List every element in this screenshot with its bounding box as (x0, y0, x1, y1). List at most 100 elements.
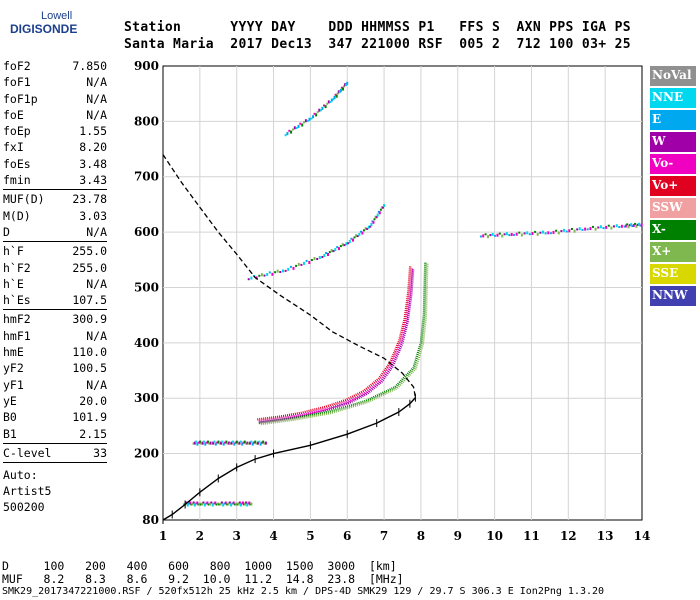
param-value: 7.850 (72, 59, 107, 73)
echo-dot (635, 224, 638, 228)
echo-dot (196, 501, 199, 505)
param-value: 20.0 (79, 393, 107, 408)
echo-dot (192, 442, 195, 445)
param-label: foE (3, 107, 24, 122)
echo-dot (292, 266, 295, 270)
echo-dot (513, 233, 515, 236)
echo-dot (498, 232, 501, 235)
echo-dot (373, 218, 376, 221)
echo-dot (195, 440, 198, 443)
param-row: h`E N/A (3, 276, 107, 292)
x-tick-label: 1 (159, 529, 167, 543)
echo-dot (197, 441, 200, 444)
auto-line: Artist5 (3, 484, 52, 499)
echo-dot (628, 224, 631, 227)
autoscaling-info: Auto: Artist5 500200 (3, 467, 107, 515)
echo-dot (510, 233, 513, 236)
echo-dot (217, 440, 220, 444)
echo-dot (254, 440, 257, 444)
echo-dot (380, 206, 383, 210)
legend-item: NNW (650, 286, 696, 306)
param-value: N/A (86, 91, 107, 106)
x-tick-label: 9 (454, 529, 462, 543)
echo-dot (224, 441, 227, 444)
auto-line: Auto: (3, 468, 38, 483)
echo-dot (552, 230, 555, 234)
echo-dot (539, 231, 542, 234)
echo-dot (235, 440, 238, 444)
echo-dot (235, 502, 238, 506)
legend-item: NNE (650, 88, 696, 108)
profile-extrapolation (162, 154, 417, 398)
param-value: N/A (86, 276, 107, 291)
echo-dot (295, 127, 298, 130)
echo-dot (568, 229, 571, 233)
echo-dot (209, 502, 212, 506)
echo-dot (299, 122, 302, 125)
echo-dot (239, 440, 242, 443)
param-label: foEs (3, 156, 31, 171)
echo-dot (226, 503, 229, 506)
echo-dot (594, 227, 597, 231)
param-label: foEp (3, 124, 31, 139)
param-label: foF1p (3, 91, 38, 106)
echo-dot (205, 441, 208, 444)
echo-trace (258, 262, 427, 425)
echo-dot (279, 271, 282, 273)
echo-dot (334, 93, 337, 96)
y-tick-label: 800 (134, 114, 159, 128)
echo-dot (230, 503, 233, 507)
param-value: N/A (86, 328, 107, 343)
echo-dot (253, 441, 255, 444)
echo-dot (288, 129, 291, 132)
echo-dot (339, 88, 342, 92)
echo-dot (544, 232, 547, 235)
legend-item: Vo+ (650, 176, 696, 196)
echo-dot (636, 223, 639, 226)
echo-dot (631, 225, 634, 228)
param-row: D N/A (3, 224, 107, 240)
echo-dot (526, 231, 529, 235)
echo-dot (228, 501, 231, 504)
echo-dot (257, 441, 259, 445)
param-value: 255.0 (72, 260, 107, 275)
echo-dot (249, 441, 252, 445)
echo-dot (220, 501, 223, 504)
echo-dot (369, 225, 372, 228)
param-label: C-level (3, 445, 52, 460)
x-tick-label: 13 (597, 529, 614, 543)
echo-dot (503, 233, 506, 236)
x-tick-label: 4 (269, 529, 277, 543)
echo-dot (578, 227, 581, 231)
logo-lowell: Lowell (41, 10, 73, 22)
param-row: B1 2.15 (3, 426, 107, 442)
param-label: MUF(D) (3, 192, 45, 207)
footer-distance: D 100 200 400 600 800 1000 1500 3000 [km… (2, 559, 397, 573)
x-tick-label: 10 (486, 529, 503, 543)
echo-dot (620, 224, 623, 228)
echo-dot (224, 501, 227, 505)
echo-dot (618, 226, 621, 228)
param-value: 8.20 (79, 140, 107, 155)
echo-dot (202, 501, 205, 504)
echo-dot (358, 232, 361, 236)
param-label: foF1 (3, 75, 31, 90)
echo-dot (189, 501, 192, 505)
header-labels: Station YYYY DAY DDD HHMMSS P1 FFS S AXN… (124, 20, 631, 35)
echo-dot (581, 228, 584, 231)
echo-dot (323, 254, 326, 257)
echo-dot (345, 84, 348, 86)
divider (3, 241, 107, 243)
echo-dot (523, 232, 526, 235)
echo-dot (335, 94, 338, 98)
param-label: M(D) (3, 208, 31, 223)
echo-dot (286, 132, 289, 135)
echo-dot (300, 263, 303, 266)
echo-dot (528, 233, 531, 236)
param-row: hmE 110.0 (3, 344, 107, 360)
echo-dot (489, 234, 492, 237)
echo-dot (318, 256, 321, 259)
legend-item: W (650, 132, 696, 152)
x-tick-label: 3 (233, 529, 241, 543)
echo-dot (250, 502, 253, 506)
